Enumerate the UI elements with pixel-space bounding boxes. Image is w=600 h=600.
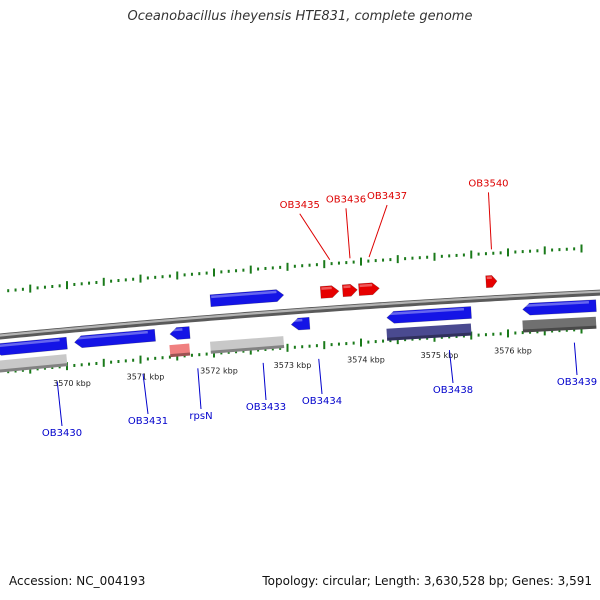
gene-shadow-edge xyxy=(522,325,597,333)
gene-arrow-body xyxy=(358,282,380,297)
gene-leader-line xyxy=(487,192,492,250)
gene-arrow-gloss xyxy=(211,290,277,299)
gene-arrow-body xyxy=(290,316,311,331)
kbp-tick-label: 3574 kbp xyxy=(347,356,385,365)
gene-shadow-bar xyxy=(386,323,472,341)
kbp-tick-label: 3575 kbp xyxy=(421,351,459,360)
backbone-line xyxy=(0,289,600,340)
gene-arrow-gloss xyxy=(387,307,465,316)
gene-shadow-rpsn xyxy=(169,343,191,358)
gene-arrow-body xyxy=(386,306,472,324)
gene-label-ob3438: OB3438 xyxy=(433,385,473,396)
gene-leader-line xyxy=(318,358,323,395)
gene-labels: OB3430 OB3431 rpsN OB3433 OB3434 OB3435 OB3436… xyxy=(42,178,597,439)
gene-leader-line xyxy=(142,373,149,415)
gene-shadow-ob3439 xyxy=(522,316,597,333)
gene-arrow-ob3436 xyxy=(341,283,358,298)
gene-arrow-body xyxy=(341,283,358,298)
gene-track xyxy=(0,275,597,356)
gene-arrow-ob3431 xyxy=(74,328,156,349)
gene-leader-line xyxy=(573,342,578,376)
gene-label-ob3439: OB3439 xyxy=(557,377,597,388)
gene-arrow-gloss xyxy=(170,328,183,332)
gene-arrow-ob3435 xyxy=(319,285,340,299)
gene-arrow-ob3430 xyxy=(0,336,68,356)
gene-leader-line xyxy=(345,208,351,259)
gene-leader-line xyxy=(368,204,388,258)
gene-arrow-body xyxy=(169,326,191,340)
gene-arrow-gloss xyxy=(321,286,332,290)
gene-arrow-ob3540 xyxy=(485,275,498,289)
kbp-tick-label: 3571 kbp xyxy=(127,373,165,382)
gene-arrow-gloss xyxy=(523,301,589,307)
gene-label-ob3434: OB3434 xyxy=(302,396,342,407)
gene-shadow-ob3430 xyxy=(0,354,68,374)
kbp-tick-label: 3570 kbp xyxy=(53,379,91,388)
kbp-tick-label: 3576 kbp xyxy=(494,346,532,355)
gene-label-ob3540: OB3540 xyxy=(468,178,508,189)
gene-arrow-ob3438 xyxy=(386,306,472,324)
backbone-highlight xyxy=(0,290,600,337)
gene-shadow-edge xyxy=(387,332,472,341)
genome-backbone xyxy=(0,289,600,340)
kbp-scale-labels: 3570 kbp 3571 kbp 3572 kbp 3573 kbp 3574 kbp… xyxy=(53,346,532,388)
forward-scale-ticks xyxy=(7,244,583,293)
gene-arrow-gloss xyxy=(486,276,492,280)
map-title: Oceanobacillus iheyensis HTE831, complet… xyxy=(127,9,473,24)
gene-arrow-body xyxy=(0,336,68,356)
gene-arrow-gloss xyxy=(291,318,303,323)
gene-arrow-body xyxy=(522,299,597,316)
gene-shadow-bar xyxy=(0,354,68,374)
gene-arrow-gloss xyxy=(0,338,60,348)
gene-leader-line xyxy=(262,362,267,401)
gene-label-ob3431: OB3431 xyxy=(128,416,168,427)
gene-shadow-bar xyxy=(169,343,191,358)
gene-leader-line xyxy=(197,368,202,410)
gene-arrow-rpsn xyxy=(169,326,191,340)
gene-label-ob3430: OB3430 xyxy=(42,428,82,439)
gene-shadow-ob3433 xyxy=(209,336,285,354)
gene-shadow-track xyxy=(0,316,597,374)
gene-shadow-edge xyxy=(210,345,285,354)
gene-arrow-ob3439 xyxy=(522,299,597,316)
genome-summary-text: Topology: circular; Length: 3,630,528 bp… xyxy=(262,574,592,588)
gene-leader-line xyxy=(56,381,63,427)
gene-shadow-edge xyxy=(170,352,191,358)
gene-label-rpsn: rpsN xyxy=(189,411,212,422)
gene-arrow-gloss xyxy=(75,330,148,340)
accession-text: Accession: NC_004193 xyxy=(9,574,146,588)
gene-arrow-body xyxy=(485,275,498,289)
gene-shadow-edge xyxy=(0,363,68,374)
gene-arrow-body xyxy=(209,289,285,308)
gene-arrow-gloss xyxy=(359,283,373,288)
gene-label-ob3433: OB3433 xyxy=(246,402,286,413)
gene-arrow-ob3434 xyxy=(290,316,311,331)
kbp-tick-label: 3573 kbp xyxy=(274,361,312,370)
gene-arrow-ob3437 xyxy=(358,282,380,297)
gene-shadow-bar xyxy=(522,316,597,333)
gene-label-ob3435: OB3435 xyxy=(280,200,320,211)
gene-shadow-ob3438 xyxy=(386,323,472,341)
gene-label-ob3437: OB3437 xyxy=(367,191,407,202)
gene-label-ob3436: OB3436 xyxy=(326,194,366,205)
gene-arrow-gloss xyxy=(343,285,351,289)
gene-arrow-body xyxy=(74,328,156,349)
gene-shadow-bar xyxy=(209,336,285,354)
gene-leader-line xyxy=(299,213,331,261)
kbp-tick-label: 3572 kbp xyxy=(200,366,238,375)
gene-arrow-ob3433 xyxy=(209,289,285,308)
gene-arrow-body xyxy=(319,285,340,299)
gene-leader-line xyxy=(448,350,454,384)
